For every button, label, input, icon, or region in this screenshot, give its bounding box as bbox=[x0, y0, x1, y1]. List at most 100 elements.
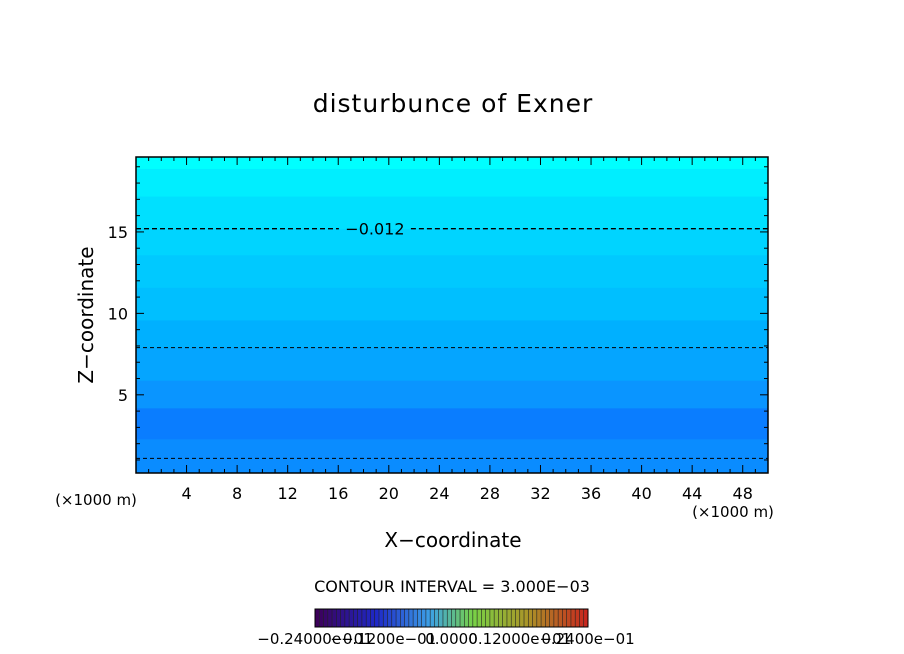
colorbar-cell bbox=[489, 609, 495, 627]
colorbar-cell bbox=[374, 609, 380, 627]
colorbar-cell bbox=[566, 609, 572, 627]
fill-band bbox=[136, 407, 768, 440]
x-axis-unit-left: (×1000 m) bbox=[55, 491, 137, 509]
colorbar-cell bbox=[545, 609, 550, 627]
colorbar-cell bbox=[434, 609, 440, 627]
colorbar-cell bbox=[511, 609, 516, 627]
chart-title: disturbunce of Exner bbox=[313, 89, 594, 118]
colorbar-cell bbox=[438, 609, 444, 627]
x-tick-label: 4 bbox=[181, 484, 191, 503]
colorbar-cell bbox=[361, 609, 367, 627]
colorbar-cell bbox=[413, 609, 418, 627]
colorbar-cells bbox=[314, 609, 589, 627]
colorbar-cell bbox=[524, 609, 529, 627]
colorbar-cell bbox=[472, 609, 478, 627]
colorbar-cell bbox=[549, 609, 555, 627]
x-tick-label: 48 bbox=[733, 484, 753, 503]
x-axis-ticks: 4 8 12 16 20 24 28 32 36 40 44 48 bbox=[148, 157, 756, 503]
colorbar-cell bbox=[477, 609, 482, 627]
fill-band bbox=[136, 168, 768, 197]
colorbar-cell bbox=[460, 609, 465, 627]
colorbar-tick-label: −0.24000e−01 bbox=[257, 630, 372, 648]
fill-band bbox=[136, 347, 768, 381]
x-tick-label: 36 bbox=[581, 484, 601, 503]
colorbar-cell bbox=[506, 609, 512, 627]
x-tick-label: 32 bbox=[530, 484, 550, 503]
colorbar-cell bbox=[408, 609, 414, 627]
colorbar-cell bbox=[528, 609, 533, 627]
y-axis-ticks: 5 10 15 bbox=[108, 166, 768, 461]
colorbar-cell bbox=[425, 609, 431, 627]
colorbar-cell bbox=[583, 609, 589, 627]
fill-band bbox=[136, 287, 768, 321]
x-tick-label: 20 bbox=[379, 484, 399, 503]
colorbar-cell bbox=[515, 609, 521, 627]
colorbar-cell bbox=[455, 609, 461, 627]
colorbar-tick-label: 0.12000e−01 bbox=[468, 630, 571, 648]
x-axis-label: X−coordinate bbox=[384, 528, 521, 552]
colorbar-cell bbox=[344, 609, 350, 627]
fill-band bbox=[136, 254, 768, 288]
colorbar-cell bbox=[562, 609, 567, 627]
fill-band bbox=[136, 228, 768, 256]
x-tick-label: 40 bbox=[631, 484, 651, 503]
colorbar-cell bbox=[575, 609, 580, 627]
colorbar-cell bbox=[340, 609, 346, 627]
colorbar-cell bbox=[541, 609, 546, 627]
colorbar-labels: −0.24000e−01−0.1200e−010.00000.12000e−01… bbox=[257, 630, 634, 648]
colorbar-cell bbox=[485, 609, 491, 627]
colorbar-cell bbox=[327, 609, 333, 627]
x-axis-unit-right: (×1000 m) bbox=[692, 503, 774, 521]
colorbar-cell bbox=[430, 609, 435, 627]
colorbar-cell bbox=[319, 609, 324, 627]
colorbar-cell bbox=[353, 609, 358, 627]
fill-band bbox=[136, 380, 768, 409]
fill-band bbox=[136, 157, 768, 169]
colorbar-cell bbox=[336, 609, 341, 627]
y-tick-label: 5 bbox=[118, 386, 128, 405]
colorbar-cell bbox=[383, 609, 388, 627]
contour-label: −0.012 bbox=[345, 220, 404, 239]
colorbar-cell bbox=[396, 609, 401, 627]
colorbar-tick-label: −0.1200e−01 bbox=[330, 630, 436, 648]
colorbar-cell bbox=[391, 609, 397, 627]
fill-band bbox=[136, 196, 768, 230]
fill-band bbox=[136, 319, 768, 349]
colorbar-cell bbox=[404, 609, 410, 627]
colorbar: −0.24000e−01−0.1200e−010.00000.12000e−01… bbox=[257, 608, 635, 648]
colorbar-cell bbox=[378, 609, 384, 627]
y-tick-label: 15 bbox=[108, 223, 128, 242]
colorbar-cell bbox=[553, 609, 559, 627]
colorbar-cell bbox=[447, 609, 452, 627]
colorbar-cell bbox=[315, 609, 320, 627]
colorbar-cell bbox=[468, 609, 474, 627]
colorbar-cell bbox=[558, 609, 563, 627]
colorbar-cell bbox=[519, 609, 525, 627]
colorbar-cell bbox=[421, 609, 427, 627]
colorbar-cell bbox=[400, 609, 405, 627]
colorbar-cell bbox=[332, 609, 337, 627]
colorbar-cell bbox=[366, 609, 371, 627]
colorbar-cell bbox=[464, 609, 469, 627]
colorbar-cell bbox=[387, 609, 393, 627]
colorbar-cell bbox=[451, 609, 457, 627]
y-axis-label: Z−coordinate bbox=[74, 246, 98, 383]
y-tick-label: 10 bbox=[108, 304, 128, 323]
colorbar-cell bbox=[481, 609, 486, 627]
colorbar-cell bbox=[357, 609, 363, 627]
colorbar-frame bbox=[314, 608, 589, 628]
colorbar-cell bbox=[370, 609, 376, 627]
colorbar-cell bbox=[442, 609, 448, 627]
x-tick-label: 16 bbox=[328, 484, 348, 503]
x-tick-label: 44 bbox=[682, 484, 702, 503]
colorbar-tick-label: 0.2400e−01 bbox=[541, 630, 634, 648]
fill-bands bbox=[136, 157, 768, 474]
colorbar-tick-label: 0.0000 bbox=[425, 630, 478, 648]
colorbar-cell bbox=[570, 609, 576, 627]
x-tick-label: 24 bbox=[429, 484, 449, 503]
fill-band bbox=[136, 438, 768, 474]
colorbar-cell bbox=[417, 609, 422, 627]
colorbar-cell bbox=[349, 609, 354, 627]
